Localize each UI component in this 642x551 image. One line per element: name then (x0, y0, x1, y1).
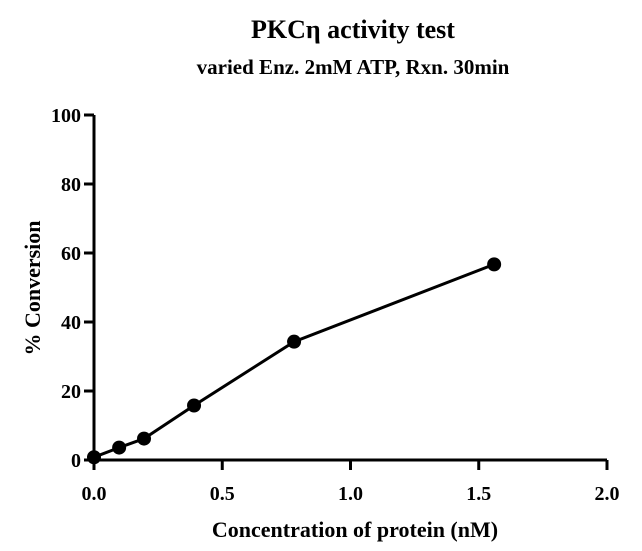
y-axis-label: % Conversion (20, 220, 45, 355)
x-tick-label: 2.0 (595, 483, 620, 505)
chart-title: PKCη activity test (251, 15, 455, 44)
x-tick-label: 1.5 (466, 483, 491, 505)
data-point (137, 431, 152, 446)
y-axis: 0 20 40 60 80 100 (51, 105, 96, 472)
x-tick-label: 0.5 (210, 483, 235, 505)
data-point (487, 257, 502, 272)
y-tick-label: 60 (61, 243, 81, 265)
y-tick-label: 0 (71, 450, 81, 472)
series-line (93, 263, 495, 459)
y-tick-label: 20 (61, 381, 81, 403)
data-point (112, 440, 127, 455)
x-axis-label: Concentration of protein (nM) (212, 517, 498, 542)
chart-subtitle: varied Enz. 2mM ATP, Rxn. 30min (197, 55, 510, 79)
data-point (187, 398, 202, 413)
x-axis: 0.0 0.5 1.0 1.5 2.0 (82, 458, 620, 505)
y-tick-label: 80 (61, 174, 81, 196)
y-tick-label: 40 (61, 312, 81, 334)
x-tick-label: 0.0 (82, 483, 107, 505)
x-tick-label: 1.0 (338, 483, 363, 505)
series-layer (87, 257, 502, 465)
data-point (87, 450, 101, 465)
y-tick-label: 100 (51, 105, 81, 127)
data-point (287, 334, 302, 349)
